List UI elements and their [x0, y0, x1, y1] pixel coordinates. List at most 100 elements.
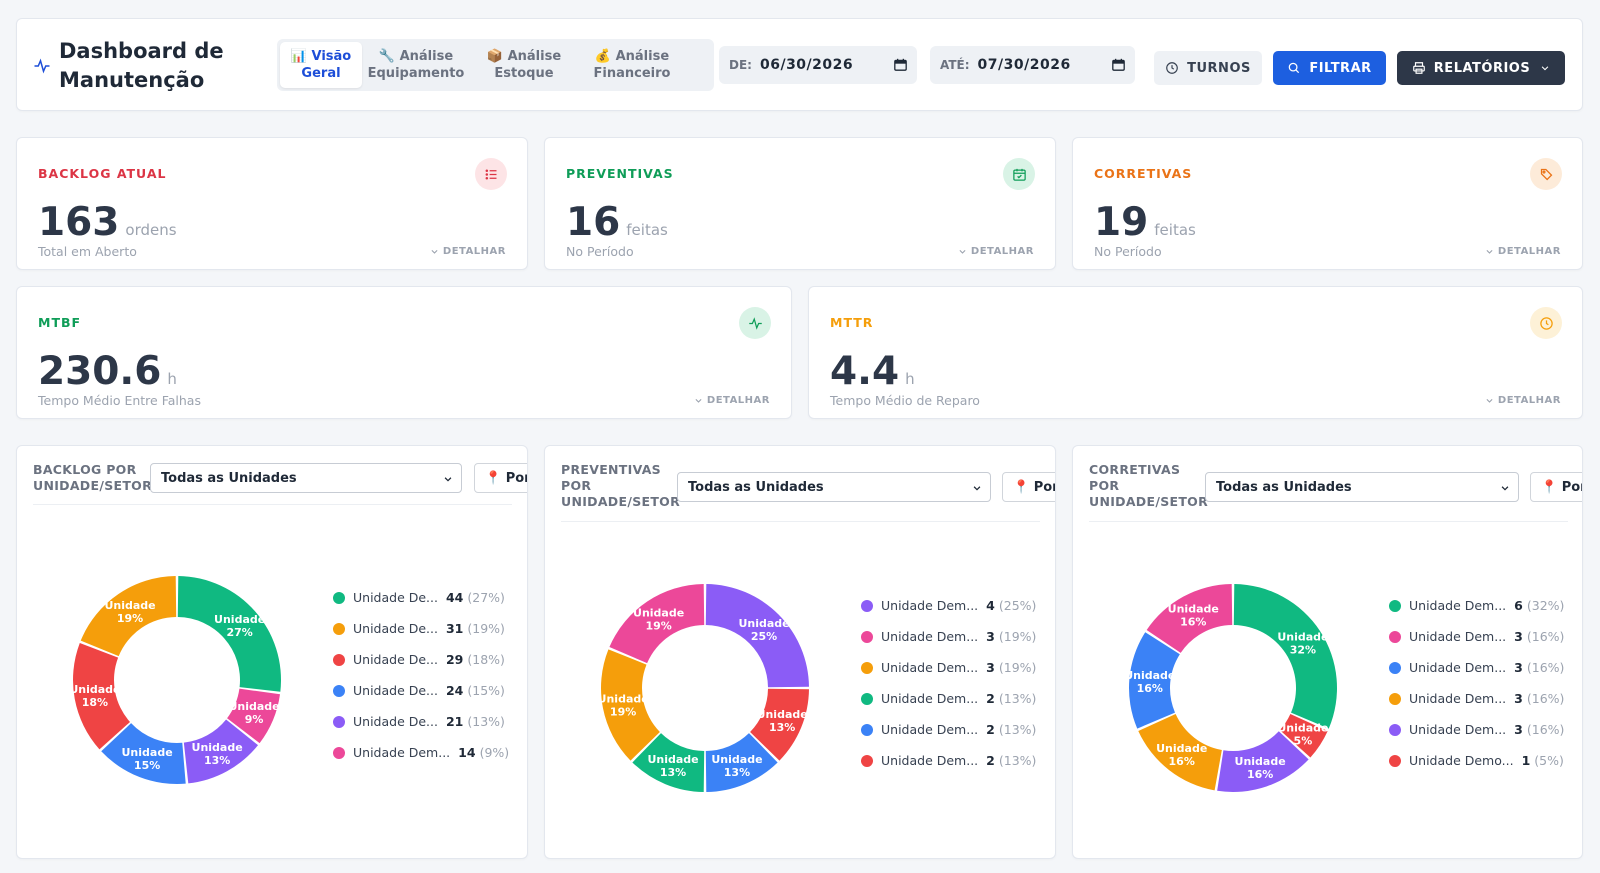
unit-select[interactable]: Todas as Unidades — [1205, 472, 1519, 502]
slice-label: Unidade — [104, 599, 155, 612]
legend-dot-icon — [333, 653, 345, 666]
slice-percent: 27% — [226, 626, 252, 639]
kpi-label: MTTR — [830, 315, 874, 330]
legend-dot-icon — [1389, 630, 1401, 643]
legend-value: 6 — [1514, 598, 1523, 613]
detalhar-button[interactable]: DETALHAR — [430, 246, 506, 257]
donut-slice[interactable] — [609, 584, 705, 664]
kpi-label: PREVENTIVAS — [566, 166, 674, 181]
legend-item[interactable]: Unidade De... 29 (18%) — [333, 644, 509, 675]
kpi-subtitle: No Período — [566, 244, 634, 259]
donut-slice[interactable] — [1129, 632, 1180, 729]
legend-item[interactable]: Unidade Dem... 6 (32%) — [1389, 590, 1564, 621]
legend-item[interactable]: Unidade Dem... 4 (25%) — [861, 590, 1036, 621]
legend-item[interactable]: Unidade De... 24 (15%) — [333, 675, 509, 706]
slice-label: Unidade — [738, 617, 789, 630]
legend-name: Unidade Dem... — [881, 722, 979, 737]
legend-item[interactable]: Unidade Dem... 3 (19%) — [861, 621, 1036, 652]
chevron-down-icon — [1486, 249, 1493, 254]
chevron-down-icon — [1541, 66, 1549, 71]
legend-name: Unidade Dem... — [353, 745, 451, 760]
calendar-icon[interactable] — [894, 58, 907, 71]
unit-select[interactable]: Todas as Unidades — [150, 463, 462, 493]
unit-select[interactable]: Todas as Unidades — [677, 472, 991, 502]
legend-percent: (9%) — [479, 745, 510, 760]
legend-dot-icon — [861, 692, 873, 705]
donut-slice[interactable] — [705, 733, 778, 792]
por-unidade-button[interactable]: 📍 Por Unidade — [1530, 472, 1582, 502]
slice-label: Unidade — [1156, 742, 1207, 755]
donut-slice[interactable] — [1233, 584, 1337, 729]
donut-slice[interactable] — [227, 688, 281, 744]
filtrar-button[interactable]: FILTRAR — [1273, 51, 1386, 85]
legend-item[interactable]: Unidade De... 44 (27%) — [333, 582, 509, 613]
legend-item[interactable]: Unidade Dem... 3 (19%) — [861, 652, 1036, 683]
por-unidade-button[interactable]: 📍 Por Unidade — [1002, 472, 1055, 502]
donut-slice[interactable] — [705, 584, 809, 688]
donut-slice[interactable] — [601, 649, 660, 761]
relatorios-button[interactable]: RELATÓRIOS — [1397, 51, 1565, 85]
kpi-unit: ordens — [125, 221, 177, 239]
legend-item[interactable]: Unidade De... 31 (19%) — [333, 613, 509, 644]
kpi-subtitle: Tempo Médio Entre Falhas — [38, 393, 201, 408]
legend-item[interactable]: Unidade Dem... 2 (13%) — [861, 714, 1036, 745]
kpi-subtitle: Tempo Médio de Reparo — [830, 393, 980, 408]
donut-slice[interactable] — [183, 719, 259, 784]
legend-percent: (16%) — [1526, 691, 1565, 706]
legend-name: Unidade Dem... — [1409, 660, 1507, 675]
donut-slice[interactable] — [1279, 714, 1328, 758]
detalhar-button[interactable]: DETALHAR — [694, 395, 770, 406]
kpi-value-group: 230.6 h — [38, 349, 177, 394]
detalhar-button[interactable]: DETALHAR — [1485, 246, 1561, 257]
donut-slice[interactable] — [632, 733, 705, 792]
kpi-value: 4.4 — [830, 349, 900, 394]
tab-analise-equipamento[interactable]: 🔧 Análise Equipamento — [362, 42, 470, 88]
kpi-subtitle: No Período — [1094, 244, 1162, 259]
donut-slice[interactable] — [1138, 714, 1222, 791]
search-icon — [1289, 62, 1300, 74]
chart-title-line: CORRETIVAS — [1089, 462, 1181, 477]
date-from-input[interactable]: DE: 06/30/2026 — [719, 46, 917, 84]
donut-slice[interactable] — [101, 723, 186, 784]
kpi-label: BACKLOG ATUAL — [38, 166, 167, 181]
detalhar-button[interactable]: DETALHAR — [958, 246, 1034, 257]
detalhar-button[interactable]: DETALHAR — [1485, 395, 1561, 406]
legend-item[interactable]: Unidade Demo... 1 (5%) — [1389, 745, 1564, 776]
donut-slice[interactable] — [1217, 731, 1309, 792]
chevron-down-icon — [695, 398, 702, 403]
legend-item[interactable]: Unidade Dem... 14 (9%) — [333, 737, 509, 768]
legend-percent: (27%) — [467, 590, 505, 605]
legend-name: Unidade Dem... — [1409, 629, 1507, 644]
donut-slice[interactable] — [80, 576, 177, 657]
legend-percent: (25%) — [998, 598, 1037, 613]
legend-value: 3 — [1514, 691, 1523, 706]
title-group: Dashboard de Manutenção — [33, 37, 269, 95]
legend-item[interactable]: Unidade Dem... 3 (16%) — [1389, 652, 1564, 683]
slice-label: Unidade — [633, 607, 684, 620]
kpi-unit: h — [167, 370, 177, 388]
slice-percent: 32% — [1290, 643, 1316, 656]
tab-analise-financeiro[interactable]: 💰 Análise Financeiro — [578, 42, 686, 88]
donut-slice[interactable] — [177, 576, 281, 692]
legend-item[interactable]: Unidade Dem... 2 (13%) — [861, 683, 1036, 714]
chart-title-line: POR — [1089, 478, 1120, 493]
donut-chart-preventivas: Unidade25%Unidade13%Unidade13%Unidade13%… — [599, 584, 809, 792]
legend-item[interactable]: Unidade De... 21 (13%) — [333, 706, 509, 737]
legend-item[interactable]: Unidade Dem... 3 (16%) — [1389, 714, 1564, 745]
legend-item[interactable]: Unidade Dem... 2 (13%) — [861, 745, 1036, 776]
por-unidade-button[interactable]: 📍 Por Unidade — [474, 463, 527, 493]
tab-analise-estoque[interactable]: 📦 Análise Estoque — [470, 42, 578, 88]
tab-visao-geral[interactable]: 📊 Visão Geral — [280, 42, 362, 88]
turnos-button[interactable]: TURNOS — [1154, 51, 1262, 85]
donut-slice[interactable] — [750, 688, 809, 761]
calendar-icon[interactable] — [1112, 58, 1125, 71]
legend-dot-icon — [861, 754, 873, 767]
date-to-input[interactable]: ATÉ: 07/30/2026 — [930, 46, 1135, 84]
donut-slice[interactable] — [1146, 584, 1233, 653]
donut-slice[interactable] — [73, 643, 131, 750]
kpi-card-mtbf: MTBF 230.6 h Tempo Médio Entre Falhas DE… — [16, 286, 792, 419]
kpi-card-backlog: BACKLOG ATUAL 163 ordens Total em Aberto… — [16, 137, 528, 270]
chevron-down-icon — [959, 249, 966, 254]
legend-item[interactable]: Unidade Dem... 3 (16%) — [1389, 683, 1564, 714]
legend-item[interactable]: Unidade Dem... 3 (16%) — [1389, 621, 1564, 652]
